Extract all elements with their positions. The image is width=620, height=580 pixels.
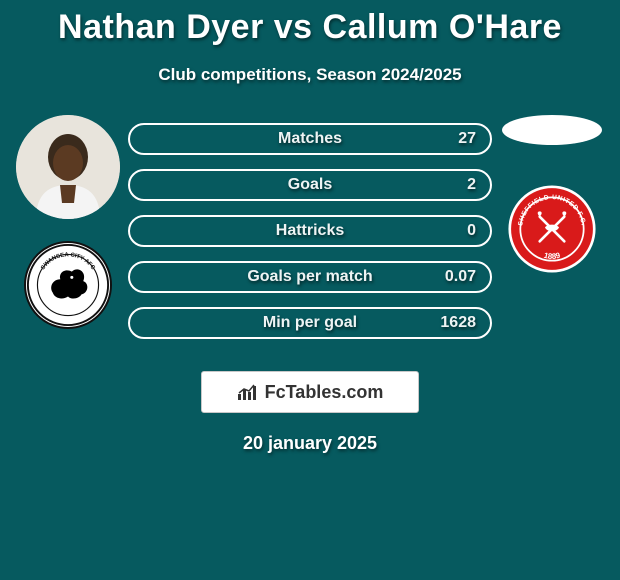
stat-bar-hattricks: Hattricks 0 — [128, 215, 492, 247]
svg-text:1889: 1889 — [543, 251, 562, 261]
stat-label: Matches — [278, 130, 342, 148]
stat-value-right: 0.07 — [445, 268, 476, 286]
left-player-column: SWANSEA CITY AFC — [8, 115, 128, 347]
player-right-photo — [502, 115, 602, 145]
stat-label: Min per goal — [263, 314, 357, 332]
subtitle: Club competitions, Season 2024/2025 — [0, 65, 620, 85]
watermark-text: FcTables.com — [265, 382, 384, 403]
stat-bar-gpm: Goals per match 0.07 — [128, 261, 492, 293]
stat-bars: Matches 27 Goals 2 Hattricks 0 Goals per… — [128, 115, 492, 347]
stat-value-right: 0 — [467, 222, 476, 240]
stat-label: Goals per match — [247, 268, 372, 286]
player-left-photo — [16, 115, 120, 219]
date-line: 20 january 2025 — [0, 433, 620, 454]
stat-bar-matches: Matches 27 — [128, 123, 492, 155]
stat-label: Hattricks — [276, 222, 344, 240]
watermark-badge: FcTables.com — [201, 371, 419, 413]
person-silhouette-icon — [16, 115, 120, 219]
sheffield-utd-badge-icon: SHEFFIELD UNITED F.C. 1889 — [508, 179, 596, 279]
stat-bar-mpg: Min per goal 1628 — [128, 307, 492, 339]
stat-value-right: 2 — [467, 176, 476, 194]
page-title: Nathan Dyer vs Callum O'Hare — [0, 0, 620, 47]
bars-icon — [237, 383, 259, 401]
swansea-badge-icon: SWANSEA CITY AFC — [26, 241, 110, 329]
club-left-badge: SWANSEA CITY AFC — [24, 241, 112, 329]
right-player-column: SHEFFIELD UNITED F.C. 1889 — [492, 115, 612, 347]
stat-value-right: 1628 — [440, 314, 476, 332]
stat-label: Goals — [288, 176, 332, 194]
stat-bar-goals: Goals 2 — [128, 169, 492, 201]
stat-value-right: 27 — [458, 130, 476, 148]
comparison-panel: SWANSEA CITY AFC Matches 27 Goals 2 Hatt… — [0, 115, 620, 347]
club-right-badge: SHEFFIELD UNITED F.C. 1889 — [508, 185, 596, 273]
